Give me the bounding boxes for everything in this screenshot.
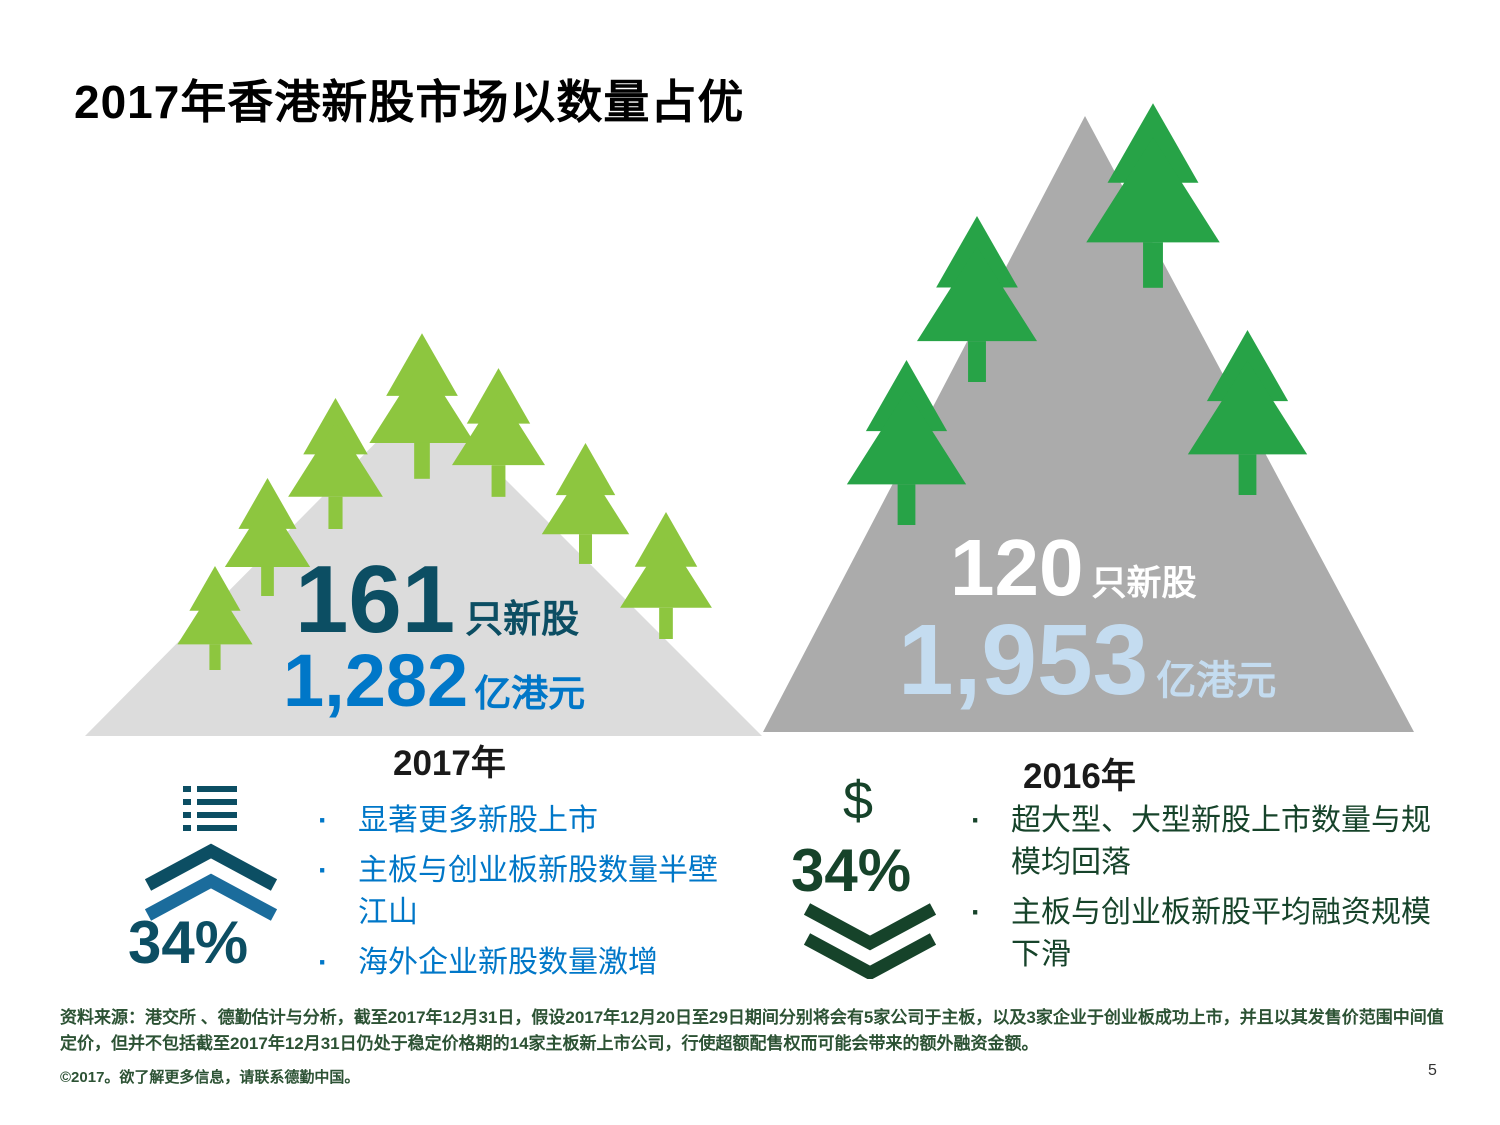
funds-raised-2016-value: 1,953 (898, 604, 1149, 716)
year-label-2016: 2016年 (1023, 757, 1136, 796)
double-chevron-up-icon (144, 843, 278, 921)
ipo-count-2016-value: 120 (950, 523, 1084, 612)
bullet-text: 主板与创业板新股平均融资规模下滑 (1011, 896, 1431, 971)
bullet-item: 主板与创业板新股平均融资规模下滑 (963, 892, 1443, 976)
funds-raised-2016: 1,953 亿港元 (898, 610, 1276, 710)
bullet-text: 海外企业新股数量激增 (358, 946, 658, 979)
funds-raised-2017-value: 1,282 (283, 639, 469, 722)
double-chevron-down-icon (803, 903, 937, 979)
mountain-2016-shape (763, 116, 1414, 732)
ipo-count-2017-unit: 只新股 (465, 599, 580, 641)
funds-raised-2016-unit: 亿港元 (1156, 659, 1277, 703)
page-title: 2017年香港新股市场以数量占优 (74, 76, 745, 128)
year-label-2017: 2017年 (393, 744, 506, 783)
decline-percent-right: 34% (791, 837, 912, 904)
copyright-note: ©2017。欲了解更多信息，请联系德勤中国。 (60, 1069, 360, 1086)
source-note: 资料来源：港交所 、德勤估计与分析，截至2017年12月31日，假设2017年1… (60, 1008, 1444, 1054)
growth-percent-left: 34% (128, 909, 249, 976)
bullet-item: 海外企业新股数量激增 (310, 942, 740, 984)
bullet-list-2017: 显著更多新股上市 主板与创业板新股数量半壁江山 海外企业新股数量激增 (310, 800, 740, 992)
bullet-item: 显著更多新股上市 (310, 800, 740, 842)
ipo-count-2017: 161 只新股 (295, 552, 579, 648)
bullet-item: 主板与创业板新股数量半壁江山 (310, 850, 740, 934)
page-number: 5 (1428, 1062, 1437, 1079)
mountain-2017-shape (85, 396, 762, 736)
dollar-icon: $ (843, 771, 874, 831)
ipo-count-2016-unit: 只新股 (1091, 564, 1197, 603)
bullet-list-2016: 超大型、大型新股上市数量与规模均回落 主板与创业板新股平均融资规模下滑 (963, 800, 1443, 984)
bullet-text: 超大型、大型新股上市数量与规模均回落 (1011, 804, 1431, 879)
ipo-count-2017-value: 161 (295, 546, 456, 653)
funds-raised-2017-unit: 亿港元 (474, 673, 586, 714)
bullet-item: 超大型、大型新股上市数量与规模均回落 (963, 800, 1443, 884)
ipo-count-2016: 120 只新股 (950, 528, 1197, 608)
bullet-text: 显著更多新股上市 (358, 804, 598, 837)
funds-raised-2017: 1,282 亿港元 (283, 644, 585, 718)
list-icon (183, 786, 237, 831)
bullet-text: 主板与创业板新股数量半壁江山 (358, 854, 718, 929)
